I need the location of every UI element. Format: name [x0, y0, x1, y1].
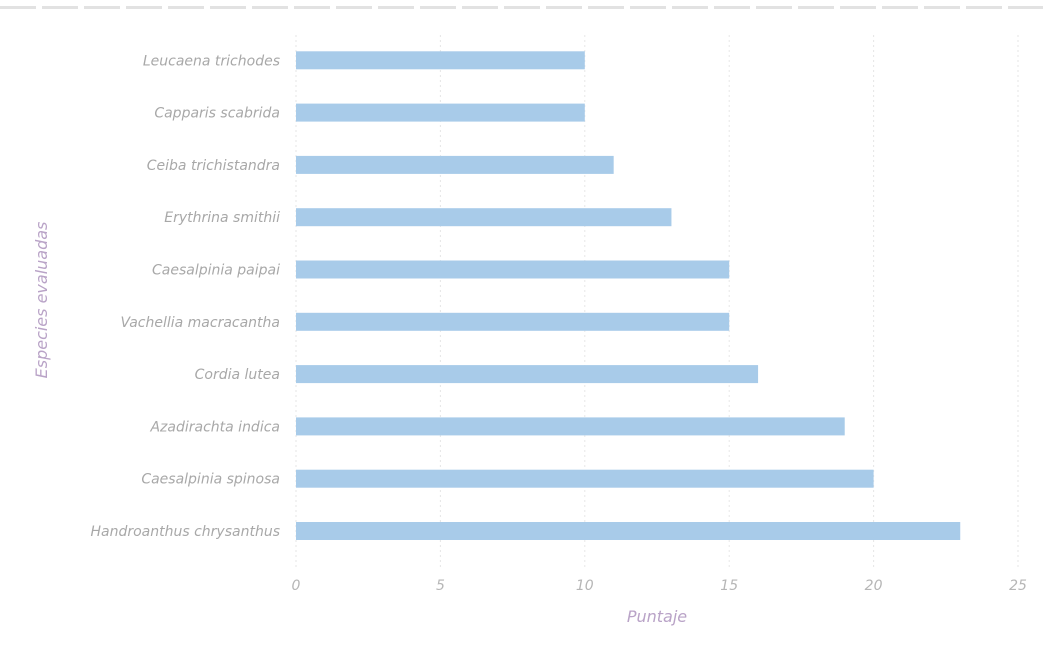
category-label: Cordia lutea: [195, 367, 280, 383]
bar: [296, 469, 874, 488]
category-label: Leucaena trichodes: [143, 53, 280, 69]
bar-layer: [296, 51, 961, 540]
x-axis-title: Puntaje: [627, 607, 687, 626]
bar: [296, 103, 585, 122]
category-label: Caesalpinia spinosa: [141, 472, 280, 488]
top-border: [0, 6, 1043, 9]
bar: [296, 51, 585, 70]
category-label: Caesalpinia paipai: [152, 263, 280, 279]
bar: [296, 260, 730, 279]
x-tick-labels: 0 5 10 15 20 25: [292, 578, 1027, 594]
category-label: Ceiba trichistandra: [147, 158, 280, 174]
x-tick-label: 0: [292, 578, 301, 594]
bar: [296, 155, 614, 174]
category-label: Capparis scabrida: [154, 106, 280, 122]
category-label: Vachellia macracantha: [121, 315, 280, 331]
bar: [296, 522, 961, 540]
category-labels: Handroanthus chrysanthus Caesalpinia spin…: [90, 53, 280, 540]
category-label: Azadirachta indica: [149, 419, 280, 435]
x-tick-label: 15: [720, 578, 738, 594]
bar: [296, 312, 730, 331]
y-axis-title: Especies evaluadas: [32, 222, 51, 379]
bar: [296, 417, 845, 436]
category-label: Erythrina smithii: [164, 210, 280, 226]
bar: [296, 208, 672, 227]
x-tick-label: 10: [576, 578, 594, 594]
grid-layer: [295, 35, 1019, 568]
x-tick-label: 5: [436, 578, 445, 594]
x-tick-label: 20: [865, 578, 883, 594]
x-tick-label: 25: [1009, 578, 1027, 594]
category-label: Handroanthus chrysanthus: [90, 524, 280, 540]
bar: [296, 365, 759, 384]
